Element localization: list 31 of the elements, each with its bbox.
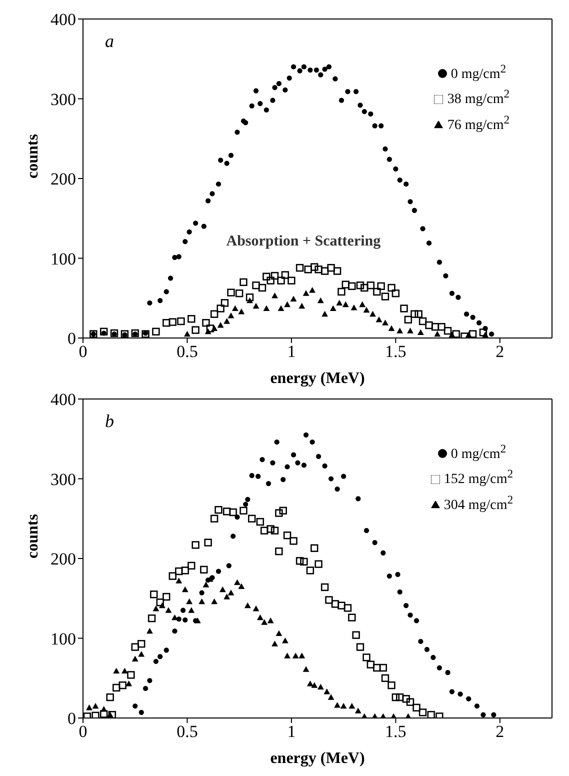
y-tick-label: 100 (50, 629, 76, 648)
y-axis-title: counts (24, 514, 42, 558)
y-tick-label: 300 (50, 90, 76, 109)
legend-label: 304 mg/cm$^{2}$ (444, 493, 514, 513)
y-tick-label: 200 (50, 550, 76, 569)
legend-label: 38 mg/cm$^{2}$ (447, 88, 510, 108)
x-axis-title: energy (MeV) (270, 370, 365, 387)
legend-label: 152 mg/cm$^{2}$ (444, 468, 514, 488)
x-tick-label: 2 (496, 722, 504, 742)
x-tick-label: 0.5 (176, 722, 198, 742)
x-tick-label: 0.5 (176, 342, 198, 362)
x-tick-label: 1 (287, 342, 296, 362)
x-tick-label: 2 (496, 342, 504, 362)
y-tick-label: 0 (68, 329, 76, 348)
legend-label: 0 mg/cm$^{2}$ (450, 62, 506, 82)
y-tick-label: 400 (50, 10, 76, 30)
y-tick-label: 100 (50, 249, 76, 268)
text: b (105, 411, 114, 431)
y-tick-label: 400 (50, 390, 76, 410)
x-axis-title: energy (MeV) (270, 750, 365, 767)
x-tick-label: 1 (287, 722, 296, 742)
y-axis-title: counts (24, 134, 42, 178)
y-tick-label: 200 (50, 170, 76, 189)
annotation: Absorption + Scattering (226, 233, 382, 250)
y-tick-label: 300 (50, 470, 76, 489)
legend-label: 76 mg/cm$^{2}$ (447, 113, 510, 133)
legend-label: 0 mg/cm$^{2}$ (450, 442, 506, 462)
x-tick-label: 1.5 (385, 342, 406, 362)
text: a (105, 31, 114, 51)
y-tick-label: 0 (68, 709, 76, 728)
x-tick-label: 1.5 (385, 722, 406, 742)
